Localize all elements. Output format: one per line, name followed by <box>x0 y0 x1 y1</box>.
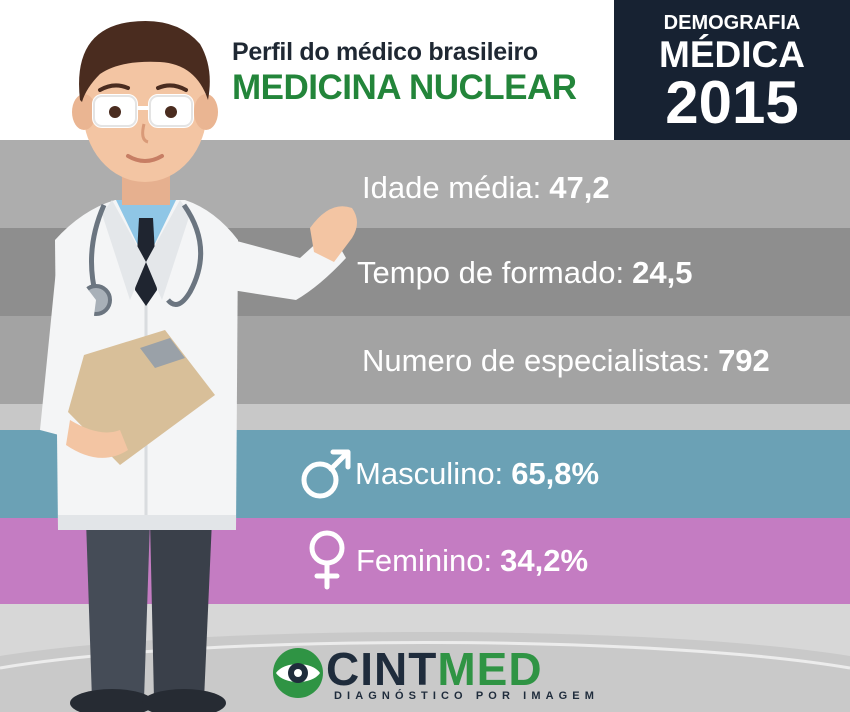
badge-line-2: MÉDICA <box>659 34 805 75</box>
stat-masculino-value: 65,8% <box>511 456 600 491</box>
logo-wordmark: CINTMED <box>326 642 543 696</box>
stat-tempo-label: Tempo de formado: <box>357 255 625 290</box>
badge-year: 2015 <box>665 69 799 136</box>
header-title: Perfil do médico brasileiro <box>232 38 538 66</box>
stat-tempo: Tempo de formado: 24,5 <box>357 255 692 291</box>
stat-idade-label: Idade média: <box>362 170 542 205</box>
stat-feminino-value: 34,2% <box>500 543 589 578</box>
male-symbol-icon <box>301 449 351 499</box>
stat-idade: Idade média: 47,2 <box>362 170 610 206</box>
demografia-badge: DEMOGRAFIA MÉDICA 2015 <box>614 0 850 140</box>
stat-especialistas-value: 792 <box>718 343 770 378</box>
logo-med: MED <box>437 643 543 695</box>
stat-feminino-label: Feminino: <box>356 543 493 578</box>
header: Perfil do médico brasileiro MEDICINA NUC… <box>0 0 850 140</box>
stat-masculino: Masculino: 65,8% <box>355 456 599 492</box>
stat-especialistas: Numero de especialistas: 792 <box>362 343 770 379</box>
logo-tagline: DIAGNÓSTICO POR IMAGEM <box>334 690 599 702</box>
stat-especialistas-label: Numero de especialistas: <box>362 343 711 378</box>
female-symbol-icon <box>309 530 345 590</box>
header-subtitle: MEDICINA NUCLEAR <box>232 68 577 107</box>
stat-masculino-label: Masculino: <box>355 456 504 491</box>
cintmed-logo: CINTMED DIAGNÓSTICO POR IMAGEM <box>270 642 594 705</box>
logo-cint: CINT <box>326 643 438 695</box>
stat-feminino: Feminino: 34,2% <box>356 543 588 579</box>
badge-line-1: DEMOGRAFIA <box>663 12 801 34</box>
stat-idade-value: 47,2 <box>549 170 610 205</box>
doctor-illustration <box>40 20 357 712</box>
eye-logo-icon <box>273 648 323 698</box>
stat-tempo-value: 24,5 <box>632 255 693 290</box>
